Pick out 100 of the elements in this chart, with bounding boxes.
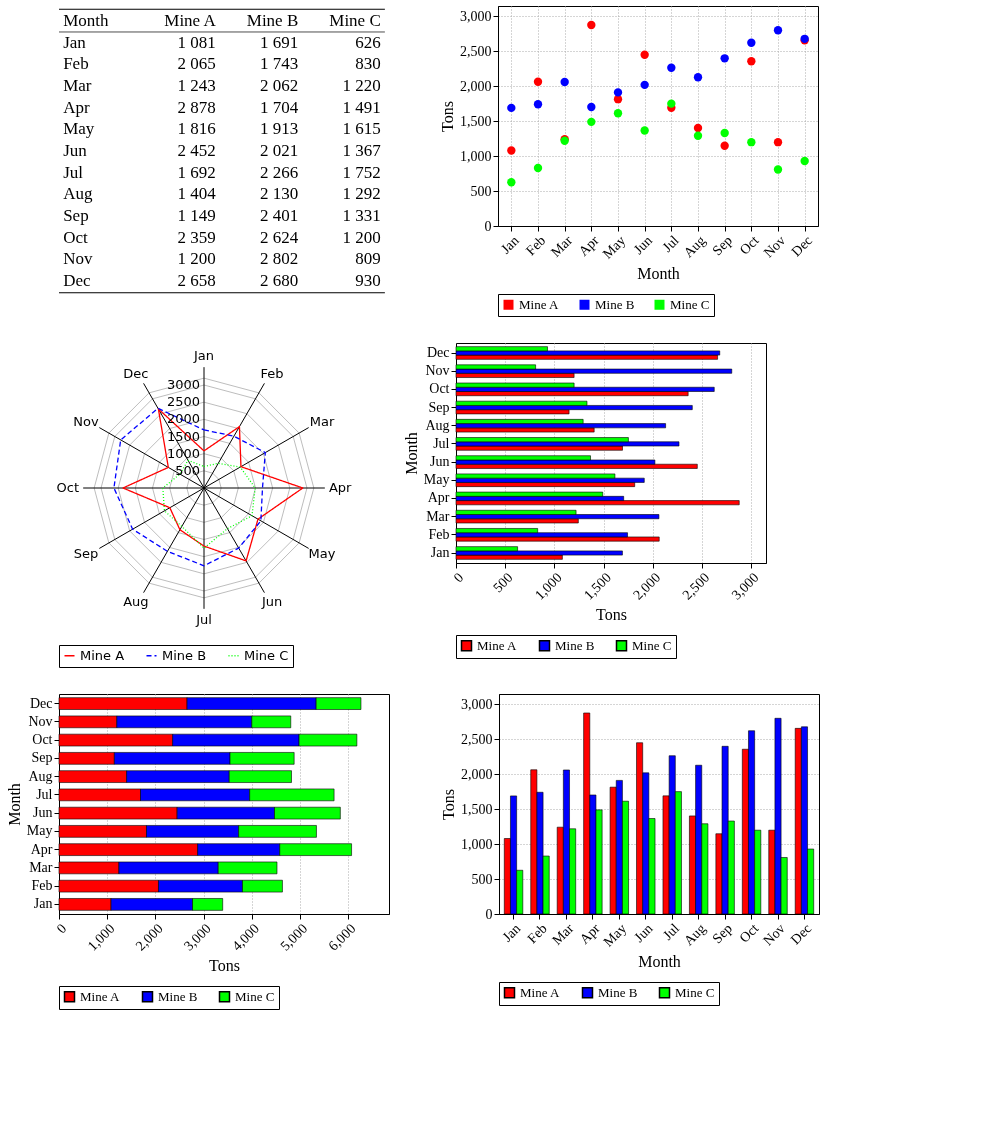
x-tick-label: Aug: [680, 232, 709, 261]
spoke-label: Sep: [73, 545, 99, 561]
data-label: 1 200: [342, 227, 381, 247]
data-label: 1 491: [342, 97, 381, 117]
x-tick-label: Sep: [709, 920, 736, 947]
y-tick-label: Jul: [433, 435, 450, 451]
point: [587, 117, 596, 127]
point: [613, 109, 623, 118]
y-tick-label: Sep: [428, 399, 450, 415]
x-tick-label: Apr: [575, 232, 602, 259]
legend-label: Mine C: [235, 988, 275, 1004]
data-label: 2 266: [260, 162, 299, 182]
point: [640, 126, 649, 135]
y-axis-title: Tons: [439, 101, 456, 132]
data-label: 1 752: [342, 162, 381, 182]
x-tick-label: Nov: [760, 920, 788, 949]
y-tick-label: 2,500: [460, 43, 492, 59]
data-label: 2 062: [260, 76, 299, 96]
y-tick-label: Sep: [31, 750, 53, 766]
point: [693, 73, 703, 82]
x-tick-label: Nov: [760, 232, 789, 261]
point: [507, 103, 516, 113]
point: [507, 146, 516, 155]
data-label: 830: [355, 54, 381, 74]
x-tick-label: Jun: [631, 920, 656, 946]
x-axis-title: Tons: [209, 956, 240, 974]
x-tick-label: Dec: [787, 920, 815, 948]
category-label: Dec: [63, 270, 91, 290]
point: [773, 26, 783, 35]
data-label: 1 743: [260, 54, 299, 74]
data-label: 2 680: [260, 270, 299, 290]
x-tick-label: 0: [53, 920, 70, 937]
legend-label: Mine A: [519, 296, 559, 312]
point: [640, 80, 649, 90]
legend-label: Mine C: [632, 637, 672, 653]
x-axis-title: Month: [637, 264, 680, 282]
spoke-label: Nov: [73, 414, 100, 430]
point: [720, 141, 729, 150]
y-tick-label: Dec: [426, 345, 450, 360]
data-label: 1 913: [260, 119, 299, 139]
data-label: 1 081: [177, 32, 216, 52]
y-tick-label: 500: [471, 871, 493, 887]
data-label: 2 021: [260, 141, 299, 160]
legend-label: Mine C: [670, 296, 710, 312]
data-label: 1 292: [342, 184, 381, 204]
data-label: 626: [355, 32, 381, 52]
y-tick-label: Oct: [429, 381, 450, 397]
y-tick-label: 1,500: [460, 113, 492, 129]
y-tick-label: 2500: [166, 394, 200, 410]
point: [747, 138, 756, 147]
y-tick-label: Nov: [28, 713, 53, 729]
data-label: 809: [355, 249, 381, 269]
y-tick-label: 3,000: [461, 696, 493, 712]
y-tick-label: 1,500: [461, 801, 493, 817]
y-tick-label: Mar: [29, 859, 53, 875]
point: [693, 131, 703, 140]
point: [533, 163, 543, 173]
y-tick-label: 0: [485, 906, 493, 922]
data-label: 1 816: [177, 119, 216, 139]
y-tick-label: Jan: [33, 896, 53, 912]
spoke-label: May: [308, 545, 336, 561]
text: Month: [63, 11, 109, 31]
spoke-label: Jul: [195, 611, 212, 627]
point: [773, 138, 783, 147]
y-tick-label: Nov: [425, 363, 450, 379]
y-tick-label: 0: [484, 218, 492, 234]
legend-label: Mine B: [555, 637, 595, 653]
x-tick-label: Jun: [630, 232, 656, 258]
data-label: 1 404: [177, 184, 217, 204]
legend-label: Mine A: [520, 984, 560, 1000]
data-label: 2 359: [177, 227, 216, 247]
point: [507, 178, 516, 187]
y-tick-label: 3,000: [460, 8, 492, 24]
category-label: May: [63, 119, 95, 139]
point: [773, 165, 783, 174]
y-tick-label: Oct: [32, 732, 53, 748]
legend-label: Mine B: [598, 984, 638, 1000]
x-tick-label: Mar: [549, 920, 577, 948]
data-label: 930: [355, 270, 381, 290]
legend-label: Mine C: [675, 984, 715, 1000]
y-tick-label: May: [26, 823, 53, 839]
point: [667, 63, 676, 72]
x-tick-label: Mar: [547, 232, 576, 260]
legend-label: Mine C: [244, 647, 289, 663]
point: [800, 156, 809, 166]
y-tick-label: 1,000: [461, 836, 493, 852]
x-axis-title: Tons: [596, 605, 627, 623]
point: [720, 128, 729, 138]
data-label: 2 401: [260, 205, 299, 225]
x-tick-label: May: [599, 232, 629, 262]
point: [693, 123, 703, 133]
category-label: Jan: [63, 32, 87, 52]
category-label: Sep: [63, 205, 89, 225]
data-label: 2 878: [177, 97, 216, 117]
y-tick-label: Jun: [33, 805, 53, 821]
data-label: 1 691: [260, 32, 299, 52]
x-tick-label: Sep: [709, 232, 736, 259]
spoke-label: Apr: [328, 480, 353, 495]
data-label: 2 658: [177, 270, 216, 290]
category-label: Feb: [63, 54, 89, 74]
